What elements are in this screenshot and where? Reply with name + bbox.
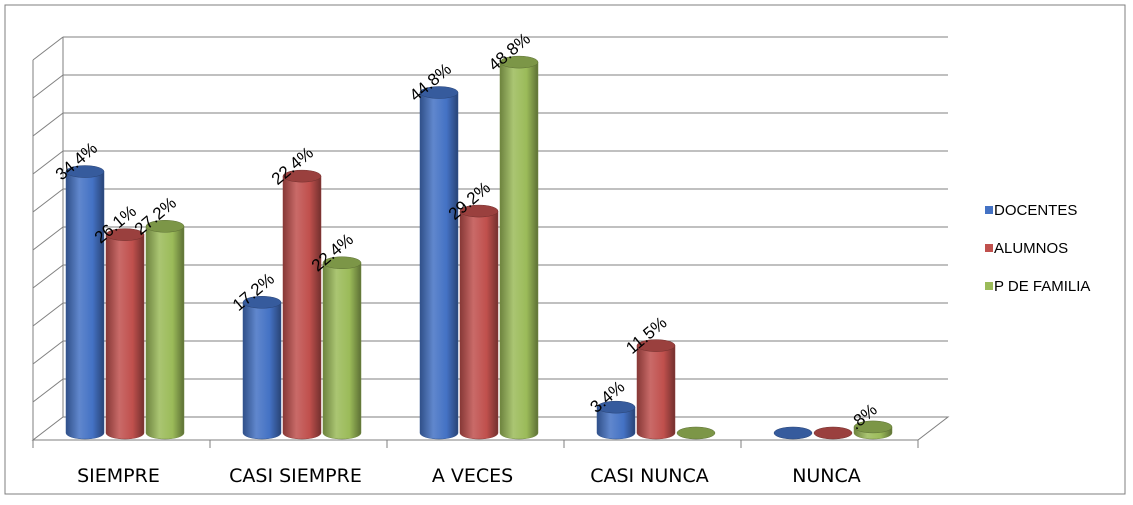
- bar-body: [282, 175, 322, 440]
- gridline-side: [32, 226, 64, 251]
- bar-body: [105, 234, 145, 440]
- gridline-side: [32, 150, 64, 175]
- gridline-side: [32, 264, 64, 289]
- legend-label: DOCENTES: [994, 202, 1077, 219]
- category-label: SIEMPRE: [77, 465, 160, 487]
- gridline-side: [32, 340, 64, 365]
- bar-top: [676, 426, 716, 440]
- bar-p-de-familia-a-veces: [499, 55, 539, 440]
- bar-alumnos-casi-nunca: [636, 339, 676, 440]
- bar-body: [499, 61, 539, 440]
- bar-body: [596, 406, 636, 440]
- legend-swatch: [985, 244, 993, 252]
- bar-p-de-familia-nunca: [853, 420, 893, 440]
- category-label: A VECES: [432, 465, 513, 487]
- bar-docentes-siempre: [65, 165, 105, 440]
- bar-top: [322, 256, 362, 270]
- legend-swatch: [985, 282, 993, 290]
- bar-top: [242, 296, 282, 309]
- category-label: CASI NUNCA: [590, 465, 709, 487]
- bar-top: [459, 204, 499, 218]
- bar-docentes-a-veces: [419, 86, 459, 440]
- category-label: NUNCA: [792, 465, 861, 487]
- floor: [31, 416, 950, 441]
- bar-body: [459, 210, 499, 440]
- bar-body: [242, 302, 282, 440]
- bar-body: [419, 92, 459, 440]
- bar-alumnos-siempre: [105, 228, 145, 440]
- bar-top: [419, 86, 459, 99]
- category-label: CASI SIEMPRE: [229, 465, 362, 487]
- bars: [65, 55, 893, 440]
- bar-top: [105, 228, 145, 241]
- legend-label: ALUMNOS: [994, 240, 1068, 257]
- bar-top: [813, 426, 853, 440]
- gridline-side: [32, 378, 64, 403]
- bar-alumnos-nunca: [813, 426, 853, 440]
- gridline-side: [32, 112, 64, 137]
- bar-p-de-familia-casi-siempre: [322, 256, 362, 440]
- bar-top: [145, 220, 185, 233]
- bar-top: [596, 400, 636, 414]
- bar-docentes-casi-nunca: [596, 400, 636, 440]
- category-labels: SIEMPRE CASI SIEMPRE A VECES CASI NUNCA NUNC…: [77, 465, 861, 487]
- chart-walls: [31, 37, 950, 448]
- gridline-side: [32, 74, 64, 99]
- bar-top: [773, 426, 813, 440]
- bar-alumnos-casi-siempre: [282, 169, 322, 440]
- bar-top: [499, 55, 539, 69]
- bar-top: [65, 165, 105, 178]
- bar-top: [636, 339, 676, 352]
- legend: DOCENTES ALUMNOS P DE FAMILIA: [985, 202, 1090, 295]
- bar-p-de-familia-siempre: [145, 220, 185, 440]
- bar-body: [322, 262, 362, 440]
- chart-border: [4, 4, 1126, 495]
- bar-p-de-familia-casi-nunca: [676, 426, 716, 440]
- bar-body: [636, 345, 676, 440]
- bar-top: [282, 169, 322, 183]
- gridline-side: [32, 188, 64, 213]
- gridline-side: [32, 302, 64, 327]
- gridline-side: [32, 36, 64, 61]
- bar-body: [145, 226, 185, 440]
- bar-alumnos-a-veces: [459, 204, 499, 440]
- legend-label: P DE FAMILIA: [994, 278, 1090, 295]
- bar-docentes-casi-siempre: [242, 296, 282, 440]
- bar-top: [853, 420, 893, 434]
- bar-body: [65, 171, 105, 440]
- legend-swatch: [985, 206, 993, 214]
- bar-docentes-nunca: [773, 426, 813, 440]
